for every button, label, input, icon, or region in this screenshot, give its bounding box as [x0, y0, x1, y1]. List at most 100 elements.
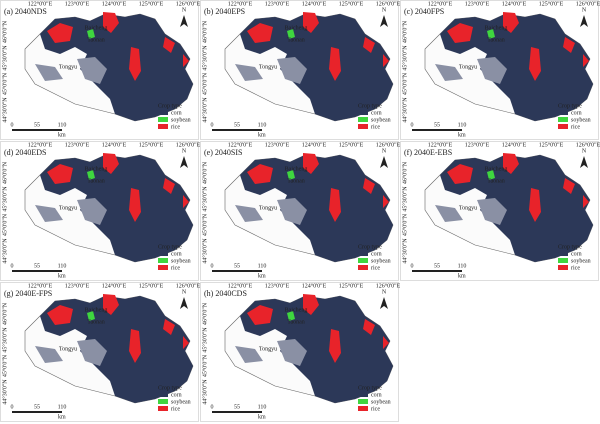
lon-label: 122°0'0"E	[228, 282, 253, 289]
scale-unit: km	[258, 273, 266, 279]
lon-label: 123°0'0"E	[265, 0, 290, 7]
panel-frame	[0, 0, 199, 140]
north-label: N	[182, 7, 187, 13]
scale-tick-label: 0	[11, 122, 14, 128]
legend-label: rice	[371, 406, 380, 412]
north-label: N	[382, 7, 387, 13]
lat-label: 44°30'0"N	[401, 238, 408, 264]
lon-label: 126°0'0"E	[176, 141, 201, 148]
legend-label: rice	[171, 265, 180, 271]
legend-swatch	[158, 399, 168, 404]
lon-label: 125°0'0"E	[539, 141, 564, 148]
lon-label: 126°0'0"E	[176, 282, 201, 289]
north-label: N	[582, 148, 587, 154]
scale-tick-label: 110	[58, 404, 67, 410]
place-label: Tongyu	[59, 205, 77, 211]
legend-swatch	[558, 124, 568, 129]
legend-label: corn	[571, 251, 582, 257]
legend-swatch	[558, 258, 568, 263]
scale-bar	[12, 411, 62, 413]
north-arrow	[380, 297, 388, 309]
place-label: Taonan	[487, 178, 505, 184]
scale-unit: km	[458, 273, 466, 279]
legend-label: corn	[171, 251, 182, 257]
scale-tick-label: 0	[211, 122, 214, 128]
place-label: Baicheng	[485, 25, 508, 31]
panel-frame	[400, 141, 599, 281]
place-label: Tongyu	[259, 346, 277, 352]
scale-tick-label: 55	[234, 122, 240, 128]
lat-label: 46°0'0"N	[201, 302, 208, 325]
lon-label: 123°0'0"E	[465, 141, 490, 148]
lon-label: 125°0'0"E	[139, 141, 164, 148]
place-label: Tongyu	[259, 205, 277, 211]
scale-tick-label: 0	[411, 263, 414, 269]
legend-label: corn	[371, 392, 382, 398]
scale-tick-label: 0	[411, 122, 414, 128]
legend-swatch	[158, 258, 168, 263]
panel-label: (a) 2040NDS	[4, 7, 47, 16]
lon-label: 125°0'0"E	[339, 141, 364, 148]
scale-tick-label: 55	[234, 404, 240, 410]
scale-unit: km	[58, 273, 66, 279]
legend-label: soybean	[571, 117, 591, 123]
lon-label: 126°0'0"E	[376, 282, 401, 289]
scale-unit: km	[258, 414, 266, 420]
lon-label: 125°0'0"E	[339, 282, 364, 289]
panel-frame	[0, 141, 199, 281]
place-label: Baicheng	[285, 166, 308, 172]
lat-label: 46°0'0"N	[201, 161, 208, 184]
panel-frame	[400, 0, 599, 140]
north-label: N	[182, 289, 187, 295]
lat-label: 45°30'0"N	[401, 186, 408, 212]
legend-label: soybean	[171, 399, 191, 405]
lon-label: 123°0'0"E	[65, 141, 90, 148]
lon-label: 124°0'0"E	[302, 282, 327, 289]
legend-title: Crop type	[358, 103, 382, 109]
scale-tick-label: 0	[11, 404, 14, 410]
lat-label: 45°30'0"N	[1, 186, 8, 212]
legend-label: rice	[571, 124, 580, 130]
lon-label: 123°0'0"E	[265, 141, 290, 148]
legend-swatch	[358, 265, 368, 270]
panel-label: (f) 2040E-EBS	[404, 148, 452, 157]
scale-bar	[412, 129, 462, 131]
lon-label: 124°0'0"E	[502, 0, 527, 7]
lat-label: 46°0'0"N	[401, 161, 408, 184]
legend-label: corn	[371, 251, 382, 257]
legend-label: corn	[371, 110, 382, 116]
lon-label: 126°0'0"E	[376, 0, 401, 7]
legend-label: soybean	[171, 258, 191, 264]
lon-label: 122°0'0"E	[428, 0, 453, 7]
legend-swatch	[158, 110, 168, 115]
place-label: Tongyu	[59, 64, 77, 70]
lon-label: 123°0'0"E	[65, 0, 90, 7]
legend-title: Crop type	[158, 244, 182, 250]
place-label: Baicheng	[85, 307, 108, 313]
scale-bar	[212, 411, 262, 413]
lat-label: 44°30'0"N	[201, 238, 208, 264]
lat-label: 45°30'0"N	[1, 45, 8, 71]
scale-tick-label: 110	[458, 263, 467, 269]
place-label: Taonan	[87, 37, 105, 43]
scale-tick-label: 55	[434, 122, 440, 128]
scale-tick-label: 110	[58, 263, 67, 269]
scale-tick-label: 110	[258, 404, 267, 410]
north-label: N	[382, 148, 387, 154]
lon-label: 122°0'0"E	[228, 0, 253, 7]
north-label: N	[382, 289, 387, 295]
lon-label: 125°0'0"E	[539, 0, 564, 7]
place-label: Baicheng	[485, 166, 508, 172]
place-label: Tongyu	[459, 64, 477, 70]
legend-label: rice	[371, 124, 380, 130]
north-arrow	[580, 15, 588, 27]
scale-tick-label: 55	[434, 263, 440, 269]
lat-label: 44°30'0"N	[1, 379, 8, 405]
scale-tick-label: 110	[458, 122, 467, 128]
legend-swatch	[358, 117, 368, 122]
legend-title: Crop type	[558, 244, 582, 250]
